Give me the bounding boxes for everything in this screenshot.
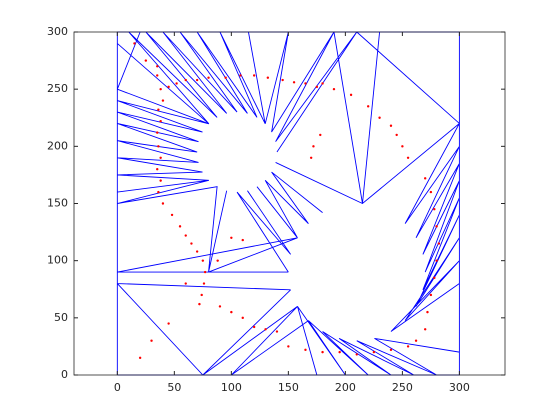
data-point: [157, 108, 160, 111]
data-point: [156, 168, 159, 171]
data-point: [195, 78, 199, 82]
data-point: [389, 348, 393, 352]
data-point: [292, 81, 296, 84]
data-point: [230, 236, 233, 239]
data-point: [156, 131, 159, 134]
x-tick-label: 200: [335, 381, 356, 394]
y-tick-label: 100: [47, 254, 68, 267]
data-point: [159, 179, 162, 182]
x-tick-label: 100: [221, 381, 242, 394]
data-point: [433, 276, 436, 280]
data-point: [144, 59, 148, 62]
data-point: [203, 270, 207, 274]
data-point: [423, 328, 427, 331]
data-point: [378, 116, 381, 119]
data-point: [167, 322, 170, 325]
data-point: [433, 208, 436, 211]
data-point: [355, 353, 358, 356]
data-point: [401, 145, 404, 148]
data-point: [338, 350, 341, 354]
data-point: [200, 293, 203, 297]
data-point: [252, 325, 256, 329]
x-tick-label: 50: [167, 381, 181, 394]
x-tick-label: 150: [278, 381, 299, 394]
data-point: [349, 93, 353, 97]
data-point: [201, 259, 205, 262]
x-tick-label: 250: [392, 381, 413, 394]
data-point: [332, 87, 336, 91]
data-point: [138, 356, 142, 360]
y-tick-label: 200: [47, 139, 68, 152]
data-point: [287, 345, 290, 348]
data-point: [319, 133, 322, 137]
data-point: [321, 350, 324, 354]
data-point: [241, 238, 244, 242]
data-point: [389, 124, 393, 127]
data-point: [395, 133, 398, 137]
data-point: [207, 76, 210, 79]
data-point: [184, 282, 187, 285]
data-point: [161, 202, 165, 205]
data-point: [184, 78, 187, 82]
y-tick-label: 50: [54, 311, 68, 324]
data-point: [178, 225, 182, 228]
data-point: [264, 328, 267, 331]
y-tick-label: 0: [61, 368, 68, 381]
y-tick-label: 250: [47, 82, 68, 95]
data-point: [366, 105, 370, 108]
data-point: [216, 259, 219, 262]
data-point: [406, 345, 410, 348]
data-point: [266, 76, 270, 79]
data-point: [426, 310, 429, 314]
data-point: [190, 242, 193, 245]
data-point: [133, 42, 136, 45]
data-point: [241, 316, 244, 320]
x-tick-label: 300: [449, 381, 470, 394]
data-point: [156, 65, 159, 68]
data-point: [198, 302, 201, 306]
data-point: [304, 82, 307, 85]
data-point: [252, 74, 256, 77]
data-point: [150, 339, 153, 342]
data-point: [159, 87, 162, 91]
data-point: [239, 74, 242, 77]
data-point: [321, 82, 324, 85]
data-point: [429, 190, 433, 194]
data-point: [372, 350, 376, 354]
y-tick-label: 150: [47, 197, 68, 210]
data-point: [202, 282, 206, 285]
data-point: [435, 225, 438, 228]
data-point: [429, 293, 433, 297]
data-point: [159, 119, 162, 123]
plot-area: [74, 32, 505, 375]
data-point: [315, 85, 319, 89]
data-point: [170, 213, 174, 217]
data-point: [304, 348, 307, 352]
data-point: [195, 250, 199, 253]
data-point: [406, 156, 410, 159]
data-point: [218, 305, 222, 308]
y-tick-label: 300: [47, 25, 68, 38]
data-point: [281, 78, 284, 82]
data-point: [437, 242, 441, 245]
data-point: [224, 76, 227, 79]
data-point: [175, 82, 178, 85]
data-point: [159, 156, 162, 159]
data-point: [230, 310, 233, 314]
data-point: [423, 177, 427, 180]
data-point: [167, 85, 170, 89]
data-point: [161, 99, 165, 102]
x-tick-label: 0: [114, 381, 121, 394]
data-point: [157, 145, 160, 148]
data-point: [414, 339, 418, 342]
data-point: [157, 190, 160, 194]
data-point: [184, 234, 187, 237]
data-point: [275, 330, 279, 333]
data-point: [156, 74, 159, 77]
data-point: [312, 145, 315, 148]
data-point: [435, 259, 438, 262]
data-point: [309, 156, 313, 159]
